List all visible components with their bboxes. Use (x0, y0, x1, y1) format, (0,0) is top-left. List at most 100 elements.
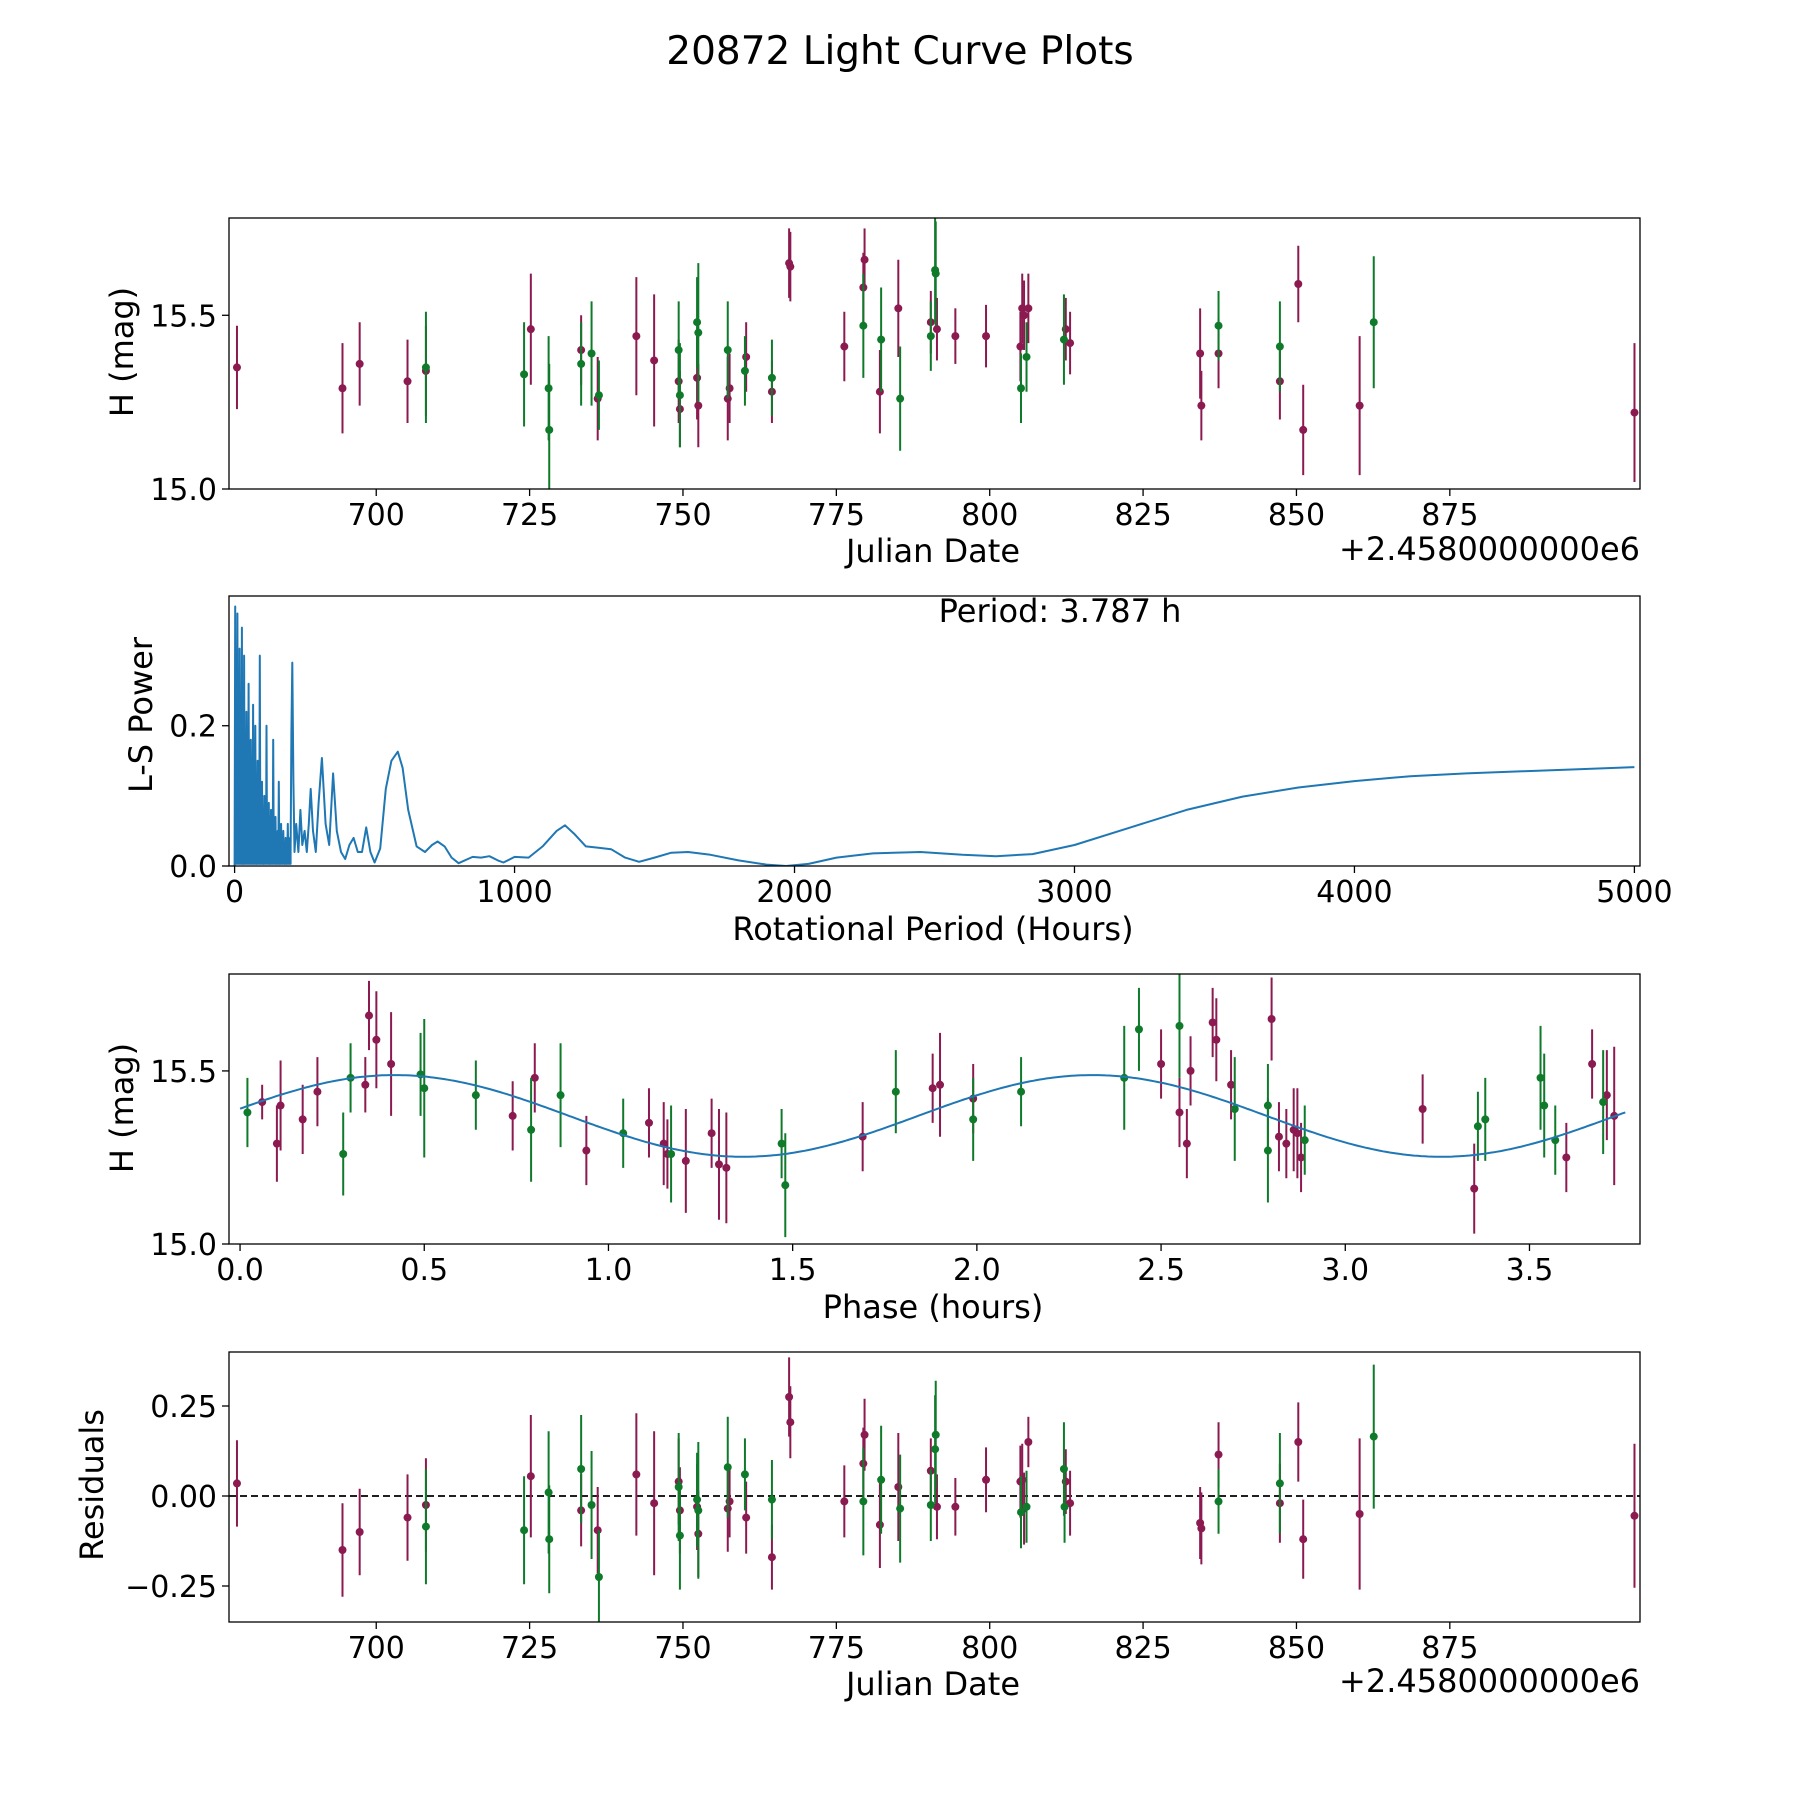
data-point (1630, 408, 1639, 417)
residuals-panel: Residuals Julian Date +2.4580000000e6 70… (73, 1351, 1641, 1703)
y-axis-label: H (mag) (103, 1043, 141, 1173)
data-point (593, 1526, 602, 1535)
data-point (1481, 1115, 1490, 1124)
data-point (860, 1430, 869, 1439)
x-tick-label: 725 (501, 1631, 558, 1666)
data-point (403, 377, 412, 386)
data-point (1299, 425, 1308, 434)
data-point (372, 1035, 381, 1044)
data-point (681, 1156, 690, 1165)
data-point (694, 401, 703, 410)
x-tick-label: 1.5 (769, 1253, 817, 1288)
y-tick-label: −0.25 (125, 1570, 217, 1605)
data-point (931, 269, 940, 278)
y-tick-label: 0.00 (150, 1480, 217, 1515)
data-point (1227, 1080, 1236, 1089)
data-point (520, 370, 529, 379)
data-point (1630, 1511, 1639, 1520)
data-point (1540, 1101, 1549, 1110)
data-point (860, 255, 869, 264)
x-tick-label: 875 (1421, 1631, 1478, 1666)
x-tick-label: 4000 (1316, 875, 1392, 910)
data-point (1369, 1432, 1378, 1441)
x-axis-label: Phase (hours) (823, 1288, 1044, 1326)
y-tick-label: 0.2 (169, 710, 217, 745)
data-point (1186, 1066, 1195, 1075)
data-point (740, 1470, 749, 1479)
x-axis-label: Julian Date (844, 1665, 1020, 1703)
data-point (421, 1522, 430, 1531)
data-point (693, 373, 702, 382)
x-tick-label: 725 (501, 498, 558, 533)
data-point (527, 1125, 536, 1134)
axes-frame (228, 217, 1641, 490)
data-point (594, 391, 603, 400)
data-point (1157, 1060, 1166, 1068)
data-point (243, 1108, 252, 1117)
x-tick-label: 2.5 (1137, 1253, 1185, 1288)
data-point (1230, 1105, 1239, 1113)
x-tick-label: 850 (1268, 1631, 1325, 1666)
x-axis-label: Julian Date (844, 532, 1020, 570)
y-tick-label: 15.0 (150, 473, 217, 508)
data-point (594, 1573, 603, 1581)
data-point (1355, 401, 1364, 410)
data-point (526, 325, 535, 334)
data-point (632, 1470, 641, 1479)
data-point (1016, 342, 1025, 351)
data-point (767, 1495, 776, 1504)
data-point (894, 304, 903, 313)
x-tick-label: 3000 (1036, 875, 1112, 910)
data-point (1299, 1535, 1308, 1544)
data-point (875, 1520, 884, 1529)
periodogram-panel: L-S Power Rotational Period (Hours) Peri… (122, 592, 1673, 948)
data-point (650, 356, 659, 365)
data-point (338, 384, 347, 393)
data-point (355, 1528, 364, 1536)
data-point (1024, 304, 1033, 313)
data-point (932, 325, 941, 334)
data-point (1473, 1122, 1482, 1131)
power-curve (233, 605, 1635, 866)
data-point (508, 1111, 517, 1120)
x-tick-label: 2.0 (953, 1253, 1001, 1288)
data-point (1602, 1091, 1611, 1100)
y-tick-label: 15.5 (150, 299, 217, 334)
data-point (364, 1011, 373, 1020)
y-axis-label: H (mag) (103, 287, 141, 417)
data-point (786, 262, 795, 271)
data-point (582, 1146, 591, 1155)
data-point (840, 1497, 849, 1506)
data-point (387, 1060, 396, 1068)
data-point (298, 1115, 307, 1124)
data-point (1470, 1184, 1479, 1193)
data-point (577, 1465, 586, 1473)
data-point (545, 425, 554, 434)
data-point (313, 1087, 322, 1096)
data-point (926, 1501, 935, 1509)
data-point (1263, 1146, 1272, 1155)
data-point (471, 1091, 480, 1100)
data-point (421, 363, 430, 372)
x-tick-label: 1.0 (585, 1253, 633, 1288)
data-point (232, 1479, 241, 1488)
data-point (896, 1504, 905, 1513)
x-tick-label: 3.5 (1506, 1253, 1554, 1288)
data-layer (243, 974, 1619, 1238)
data-layer (233, 605, 1635, 866)
data-point (1134, 1025, 1143, 1034)
data-point (693, 318, 702, 327)
data-point (674, 346, 683, 355)
x-tick-label: 1000 (476, 875, 552, 910)
data-point (694, 328, 703, 337)
data-point (1267, 1015, 1276, 1023)
data-point (1214, 1450, 1223, 1459)
data-point (530, 1073, 539, 1082)
data-point (1588, 1060, 1597, 1068)
data-point (675, 1531, 684, 1540)
x-tick-label: 0 (225, 875, 244, 910)
data-point (722, 1163, 731, 1172)
x-tick-label: 800 (961, 498, 1018, 533)
x-tick-label: 750 (654, 498, 711, 533)
data-point (675, 391, 684, 400)
